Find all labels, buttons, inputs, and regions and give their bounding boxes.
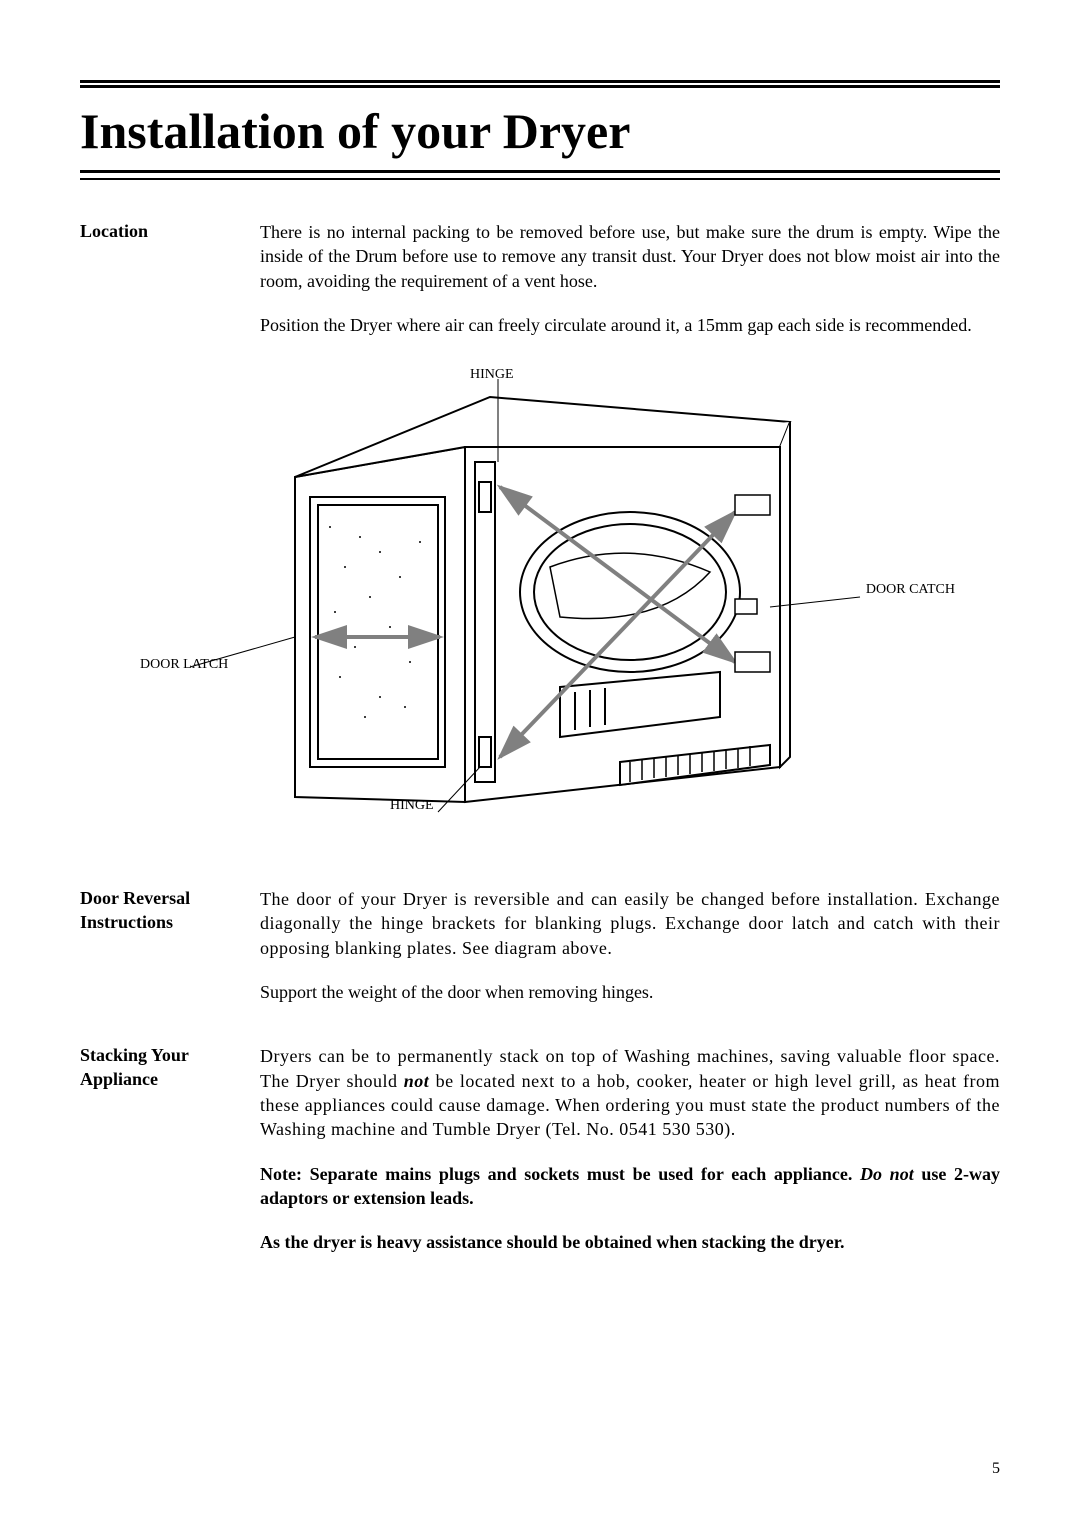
section-door-reversal: Door Reversal Instructions The door of y… xyxy=(80,887,1000,1024)
label-door-latch: DOOR LATCH xyxy=(140,657,228,674)
rule-title-bottom xyxy=(80,176,1000,180)
stacking-donot-emphasis: Do not xyxy=(860,1164,914,1184)
stacking-body: Dryers can be to permanently stack on to… xyxy=(260,1044,1000,1274)
label-hinge-top: HINGE xyxy=(470,367,514,384)
diagram-container: HINGE HINGE DOOR LATCH DOOR CATCH xyxy=(80,367,1000,847)
door-reversal-body: The door of your Dryer is reversible and… xyxy=(260,887,1000,1024)
stacking-heading: Stacking Your Appliance xyxy=(80,1044,260,1274)
location-body: There is no internal packing to be remov… xyxy=(260,220,1000,357)
door-reversal-para2: Support the weight of the door when remo… xyxy=(260,980,1000,1004)
section-stacking: Stacking Your Appliance Dryers can be to… xyxy=(80,1044,1000,1274)
dryer-diagram: HINGE HINGE DOOR LATCH DOOR CATCH xyxy=(180,367,940,847)
stacking-note1: Note: Separate mains plugs and sockets m… xyxy=(260,1162,1000,1211)
dryer-svg xyxy=(180,367,940,847)
page-number: 5 xyxy=(992,1460,1000,1478)
stacking-not-emphasis: not xyxy=(404,1071,430,1091)
door-reversal-heading: Door Reversal Instructions xyxy=(80,887,260,1024)
section-location: Location There is no internal packing to… xyxy=(80,220,1000,357)
stacking-note2: As the dryer is heavy assistance should … xyxy=(260,1230,1000,1254)
page-title: Installation of your Dryer xyxy=(80,96,1000,173)
rule-top xyxy=(80,80,1000,88)
door-reversal-para1: The door of your Dryer is reversible and… xyxy=(260,887,1000,960)
location-para1: There is no internal packing to be remov… xyxy=(260,220,1000,293)
location-heading: Location xyxy=(80,220,260,357)
location-para2: Position the Dryer where air can freely … xyxy=(260,313,1000,337)
label-door-catch: DOOR CATCH xyxy=(866,582,955,599)
label-hinge-bottom: HINGE xyxy=(390,798,434,815)
stacking-para1: Dryers can be to permanently stack on to… xyxy=(260,1044,1000,1141)
